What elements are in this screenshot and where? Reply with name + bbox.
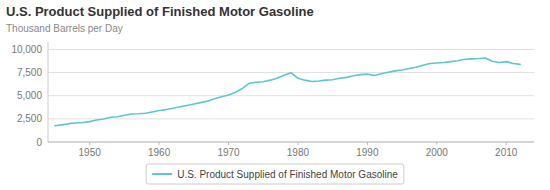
y-tick-label: 5,000 <box>17 90 42 101</box>
x-tick-label: 1970 <box>217 147 240 158</box>
legend: U.S. Product Supplied of Finished Motor … <box>146 164 404 184</box>
plot-area <box>55 58 520 126</box>
grid <box>48 49 534 142</box>
grid-line <box>48 49 534 50</box>
x-tick <box>297 142 298 145</box>
y-tick-label: 7,500 <box>17 67 42 78</box>
x-tick-label: 1960 <box>148 147 171 158</box>
x-tick <box>159 142 160 145</box>
x-tick-label: 1950 <box>79 147 102 158</box>
legend-swatch <box>152 173 172 175</box>
grid-line <box>48 118 534 119</box>
y-axis-line <box>48 42 49 142</box>
grid-line <box>48 142 534 143</box>
x-tick <box>367 142 368 145</box>
line <box>55 58 520 126</box>
grid-line <box>48 95 534 96</box>
x-tick <box>436 142 437 145</box>
y-tick-label: 10,000 <box>11 44 42 55</box>
x-tick <box>228 142 229 145</box>
y-axis-label: Thousand Barrels per Day <box>6 23 123 34</box>
y-tick-label: 0 <box>36 137 42 148</box>
x-tick-label: 2000 <box>426 147 449 158</box>
x-tick-label: 1980 <box>287 147 310 158</box>
chart: U.S. Product Supplied of Finished Motor … <box>0 0 550 190</box>
x-tick <box>89 142 90 145</box>
x-tick-label: 1990 <box>356 147 379 158</box>
x-tick-label: 2010 <box>495 147 518 158</box>
x-tick <box>506 142 507 145</box>
y-tick-label: 2,500 <box>17 113 42 124</box>
title: U.S. Product Supplied of Finished Motor … <box>6 4 314 19</box>
legend-box <box>146 164 404 184</box>
x-axis-line <box>48 142 534 143</box>
legend-label: U.S. Product Supplied of Finished Motor … <box>177 169 398 180</box>
